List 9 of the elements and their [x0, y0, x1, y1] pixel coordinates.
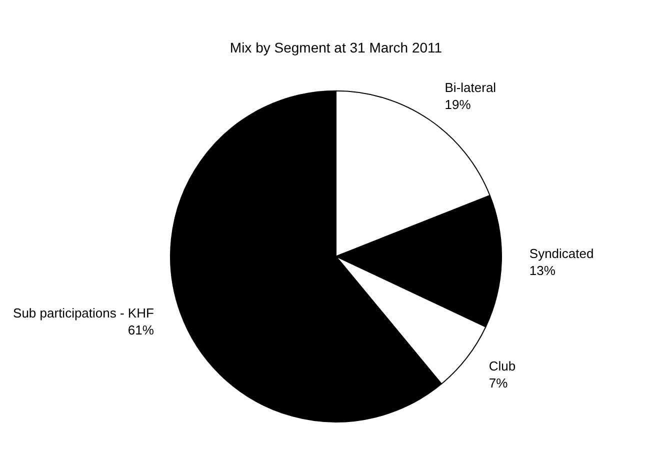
data-label: 13% [529, 263, 556, 278]
slice-label: Bi-lateral [444, 80, 496, 95]
data-label: 19% [444, 96, 472, 112]
slice-label: Club [488, 358, 516, 374]
chart-title: Mix by Segment at 31 March 2011 [230, 39, 442, 56]
data-label: 7% [488, 376, 508, 391]
data-label: 61% [128, 322, 154, 338]
slice-label: Syndicated [529, 246, 594, 262]
slice-label: Sub participations - KHF [13, 306, 154, 321]
